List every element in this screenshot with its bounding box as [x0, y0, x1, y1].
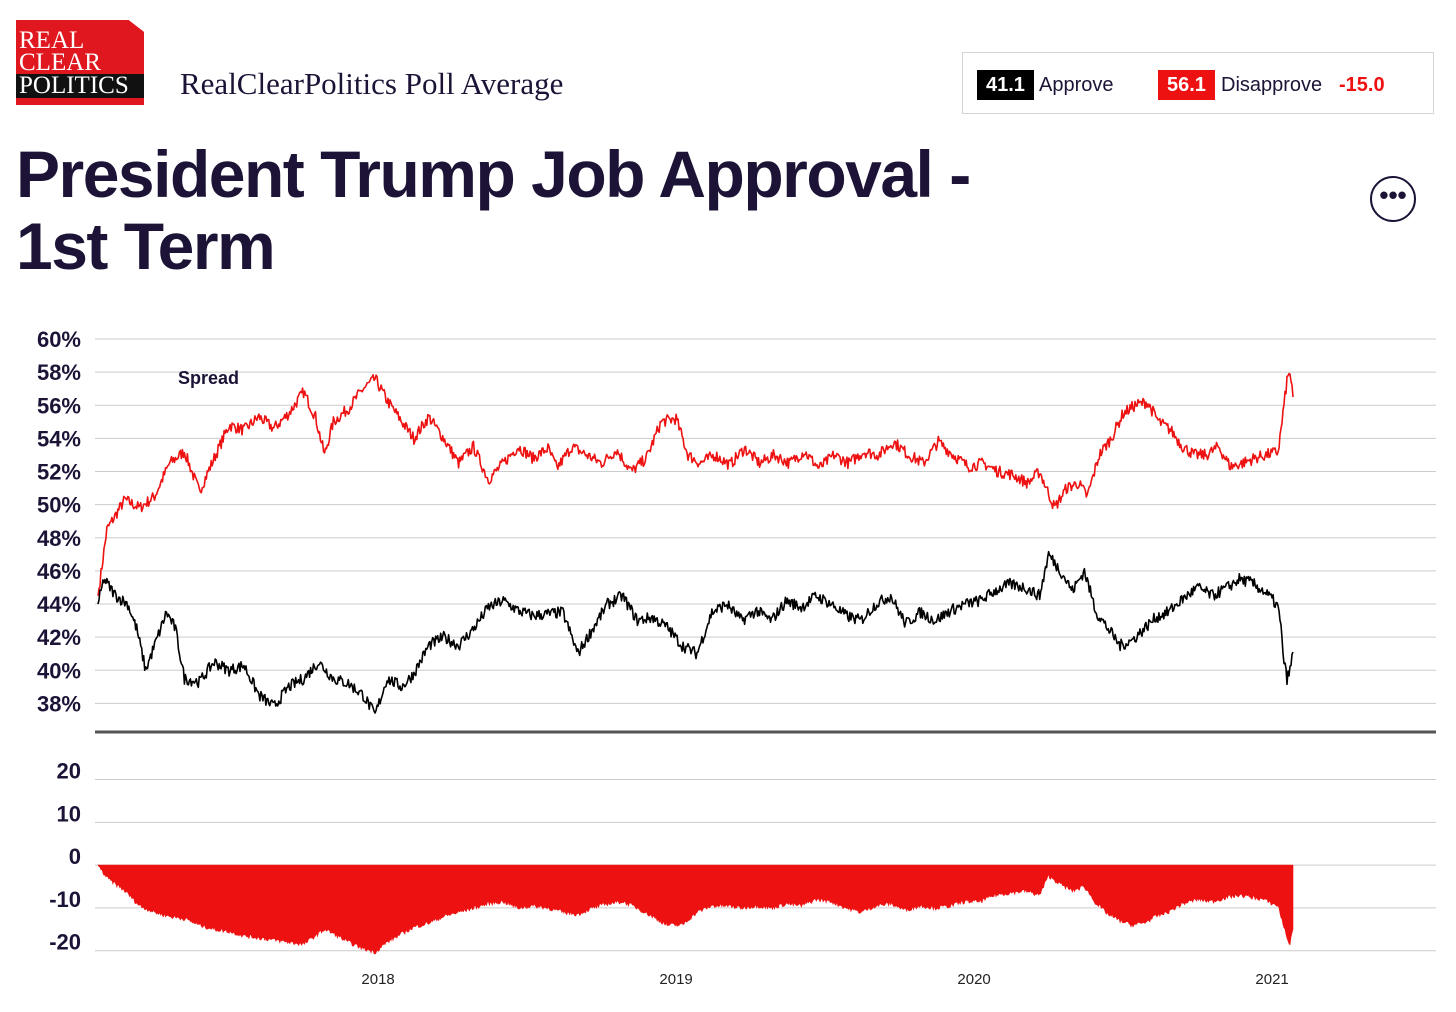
spread-value: -15.0 — [1339, 74, 1385, 96]
main-y-tick-label: 54% — [37, 426, 81, 451]
x-tick-label: 2020 — [957, 971, 990, 988]
spread-area — [97, 864, 1294, 955]
main-y-tick-label: 50% — [37, 493, 81, 518]
x-tick-label: 2019 — [659, 971, 692, 988]
spread-y-tick-label: -20 — [49, 930, 81, 955]
main-y-tick-label: 58% — [37, 360, 81, 385]
spread-annotation: Spread — [178, 368, 239, 388]
logo-line-2: CLEAR — [19, 49, 101, 76]
ellipsis-icon: ••• — [1379, 180, 1407, 210]
spread-y-tick-label: 20 — [57, 759, 81, 784]
main-y-tick-label: 40% — [37, 658, 81, 683]
main-y-tick-label: 52% — [37, 460, 81, 485]
poll-average-subtitle: RealClearPolitics Poll Average — [180, 66, 564, 101]
main-y-tick-label: 38% — [37, 691, 81, 716]
x-tick-label: 2018 — [361, 971, 394, 988]
more-options-button[interactable]: ••• — [1370, 176, 1416, 222]
main-y-tick-label: 48% — [37, 526, 81, 551]
disapprove-label: Disapprove — [1221, 74, 1323, 96]
main-y-tick-label: 46% — [37, 559, 81, 584]
disapprove-value-badge: 56.1 — [1158, 70, 1215, 100]
approve-value-badge: 41.1 — [977, 70, 1034, 100]
page-title: President Trump Job Approval - 1st Term — [16, 137, 971, 283]
approval-chart: 38% 40% 42% 44% 46% 48% 50% 52% 54% 56% 58% 60% -20 -… — [37, 327, 1436, 988]
main-y-tick-label: 56% — [37, 393, 81, 418]
spread-y-tick-label: 0 — [69, 844, 81, 869]
main-y-tick-label: 60% — [37, 327, 81, 352]
main-y-tick-label: 42% — [37, 625, 81, 650]
x-tick-label: 2021 — [1255, 971, 1288, 988]
disapprove-line — [97, 372, 1294, 596]
approve-line — [97, 550, 1294, 714]
legend-box: 41.1 Approve 56.1 Disapprove -15.0 — [962, 52, 1434, 114]
approve-label: Approve — [1039, 74, 1114, 96]
main-y-tick-label: 44% — [37, 592, 81, 617]
spread-y-tick-label: -10 — [49, 887, 81, 912]
logo-line-1: REAL — [19, 27, 85, 54]
rcp-logo: REAL CLEAR POLITICS — [16, 20, 144, 105]
spread-y-tick-label: 10 — [57, 801, 81, 826]
logo-line-3: POLITICS — [16, 73, 144, 98]
